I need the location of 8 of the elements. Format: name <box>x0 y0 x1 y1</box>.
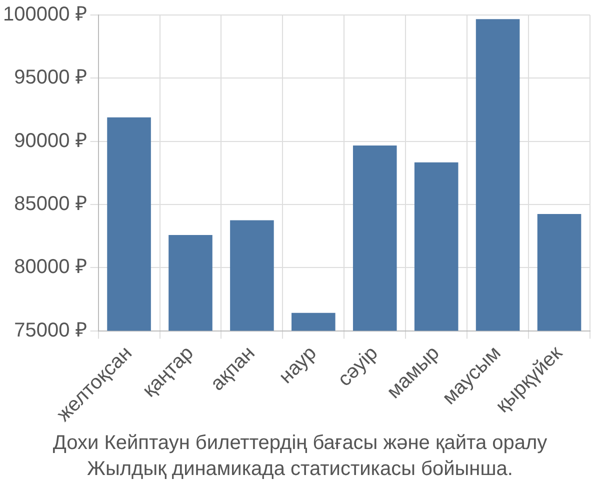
text: Жылдық динамикада статистикасы бойынша. <box>86 457 514 482</box>
y-tick-label: 85000 ₽ <box>14 193 88 215</box>
y-tick-label: 95000 ₽ <box>14 66 88 89</box>
text: Дохи Кейптаун билеттердің бағасы және қайта оралу <box>52 431 548 456</box>
y-tick-label: 90000 ₽ <box>14 130 88 152</box>
y-tick-label: 75000 ₽ <box>14 319 88 342</box>
y-tick-label: 80000 ₽ <box>14 256 88 278</box>
y-tick-label: 100000 ₽ <box>3 4 88 26</box>
